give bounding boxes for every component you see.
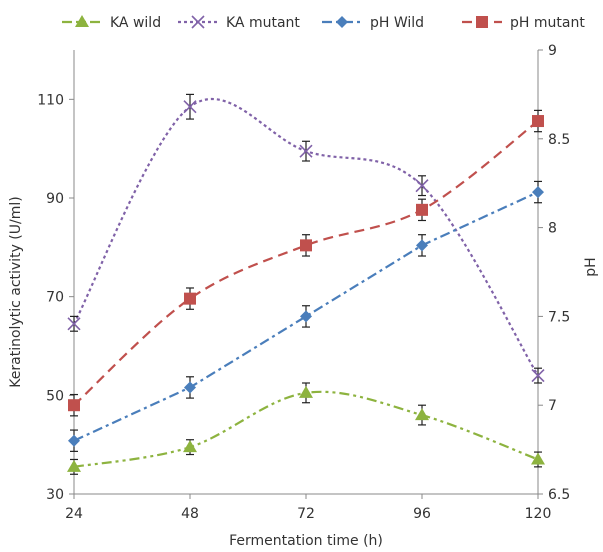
y2-tick-label: 8.5: [548, 132, 570, 148]
data-point-ph-mutant: [416, 203, 428, 216]
data-point-ka-wild: [299, 385, 313, 398]
axes: 24 48 72 96 120 30 50 70 90 110 6.5 7 7.5 8 8.5 9 Fermen…: [8, 43, 599, 549]
series-ka-wild: [67, 382, 545, 475]
data-point-ph-wild: [68, 434, 80, 447]
x-tick-label: 72: [297, 506, 315, 522]
series-line-ph-mutant: [73, 120, 539, 407]
x-tick-label: 24: [65, 506, 83, 522]
data-point-ka-wild: [531, 452, 545, 465]
data-point-ka-mutant: [299, 144, 313, 158]
x-axis-title: Fermentation time (h): [229, 533, 383, 549]
data-point-ka-wild: [415, 408, 429, 421]
legend-label: KA wild: [110, 15, 161, 31]
legend-label: pH Wild: [370, 15, 424, 31]
y2-tick-label: 9: [548, 43, 557, 59]
series-ka-mutant: [67, 93, 545, 384]
legend-label: pH mutant: [510, 15, 585, 31]
x-tick-label: 120: [525, 506, 552, 522]
data-point-ph-mutant: [532, 115, 544, 128]
legend-item-ph-wild: pH Wild: [322, 15, 424, 31]
data-point-ph-wild: [184, 381, 196, 394]
x-tick-label: 96: [413, 506, 431, 522]
legend-item-ph-mutant: pH mutant: [462, 15, 585, 31]
data-point-ph-wild: [300, 310, 312, 323]
data-point-ka-mutant: [183, 100, 197, 114]
data-point-ka-mutant: [531, 369, 545, 383]
y2-tick-label: 7: [548, 398, 557, 414]
y2-tick-label: 6.5: [548, 487, 570, 503]
y-tick-label: 70: [46, 290, 64, 306]
series-line-ph-wild: [73, 191, 539, 442]
y-tick-label: 30: [46, 487, 64, 503]
data-point-ph-wild: [416, 239, 428, 252]
x-tick-label: 48: [181, 506, 199, 522]
series-ph-mutant: [68, 109, 544, 417]
data-point-ph-mutant: [300, 239, 312, 252]
legend-marker: [75, 15, 89, 27]
legend-marker: [336, 16, 348, 28]
data-point-ka-wild: [67, 459, 81, 472]
y-tick-label: 90: [46, 191, 64, 207]
legend: KA wild KA mutant pH Wild pH mutant: [62, 15, 585, 31]
y-tick-label: 110: [37, 92, 64, 108]
y-axis-title: Keratinolytic activity (U/ml): [8, 196, 24, 387]
legend-marker: [476, 16, 488, 28]
data-point-ka-wild: [183, 440, 197, 453]
data-point-ph-mutant: [68, 399, 80, 412]
y2-tick-label: 7.5: [548, 309, 570, 325]
legend-marker: [191, 15, 205, 29]
y2-axis-title: pH: [583, 257, 599, 276]
data-point-ka-mutant: [415, 179, 429, 193]
series-ph-wild: [68, 180, 544, 452]
legend-item-ka-wild: KA wild: [62, 15, 161, 31]
chart-marks: [67, 93, 545, 475]
data-point-ka-mutant: [67, 317, 81, 331]
data-point-ph-mutant: [184, 292, 196, 305]
y-tick-label: 50: [46, 388, 64, 404]
y2-tick-label: 8: [548, 221, 557, 237]
legend-item-ka-mutant: KA mutant: [178, 15, 300, 31]
legend-label: KA mutant: [226, 15, 300, 31]
data-point-ph-wild: [532, 186, 544, 199]
